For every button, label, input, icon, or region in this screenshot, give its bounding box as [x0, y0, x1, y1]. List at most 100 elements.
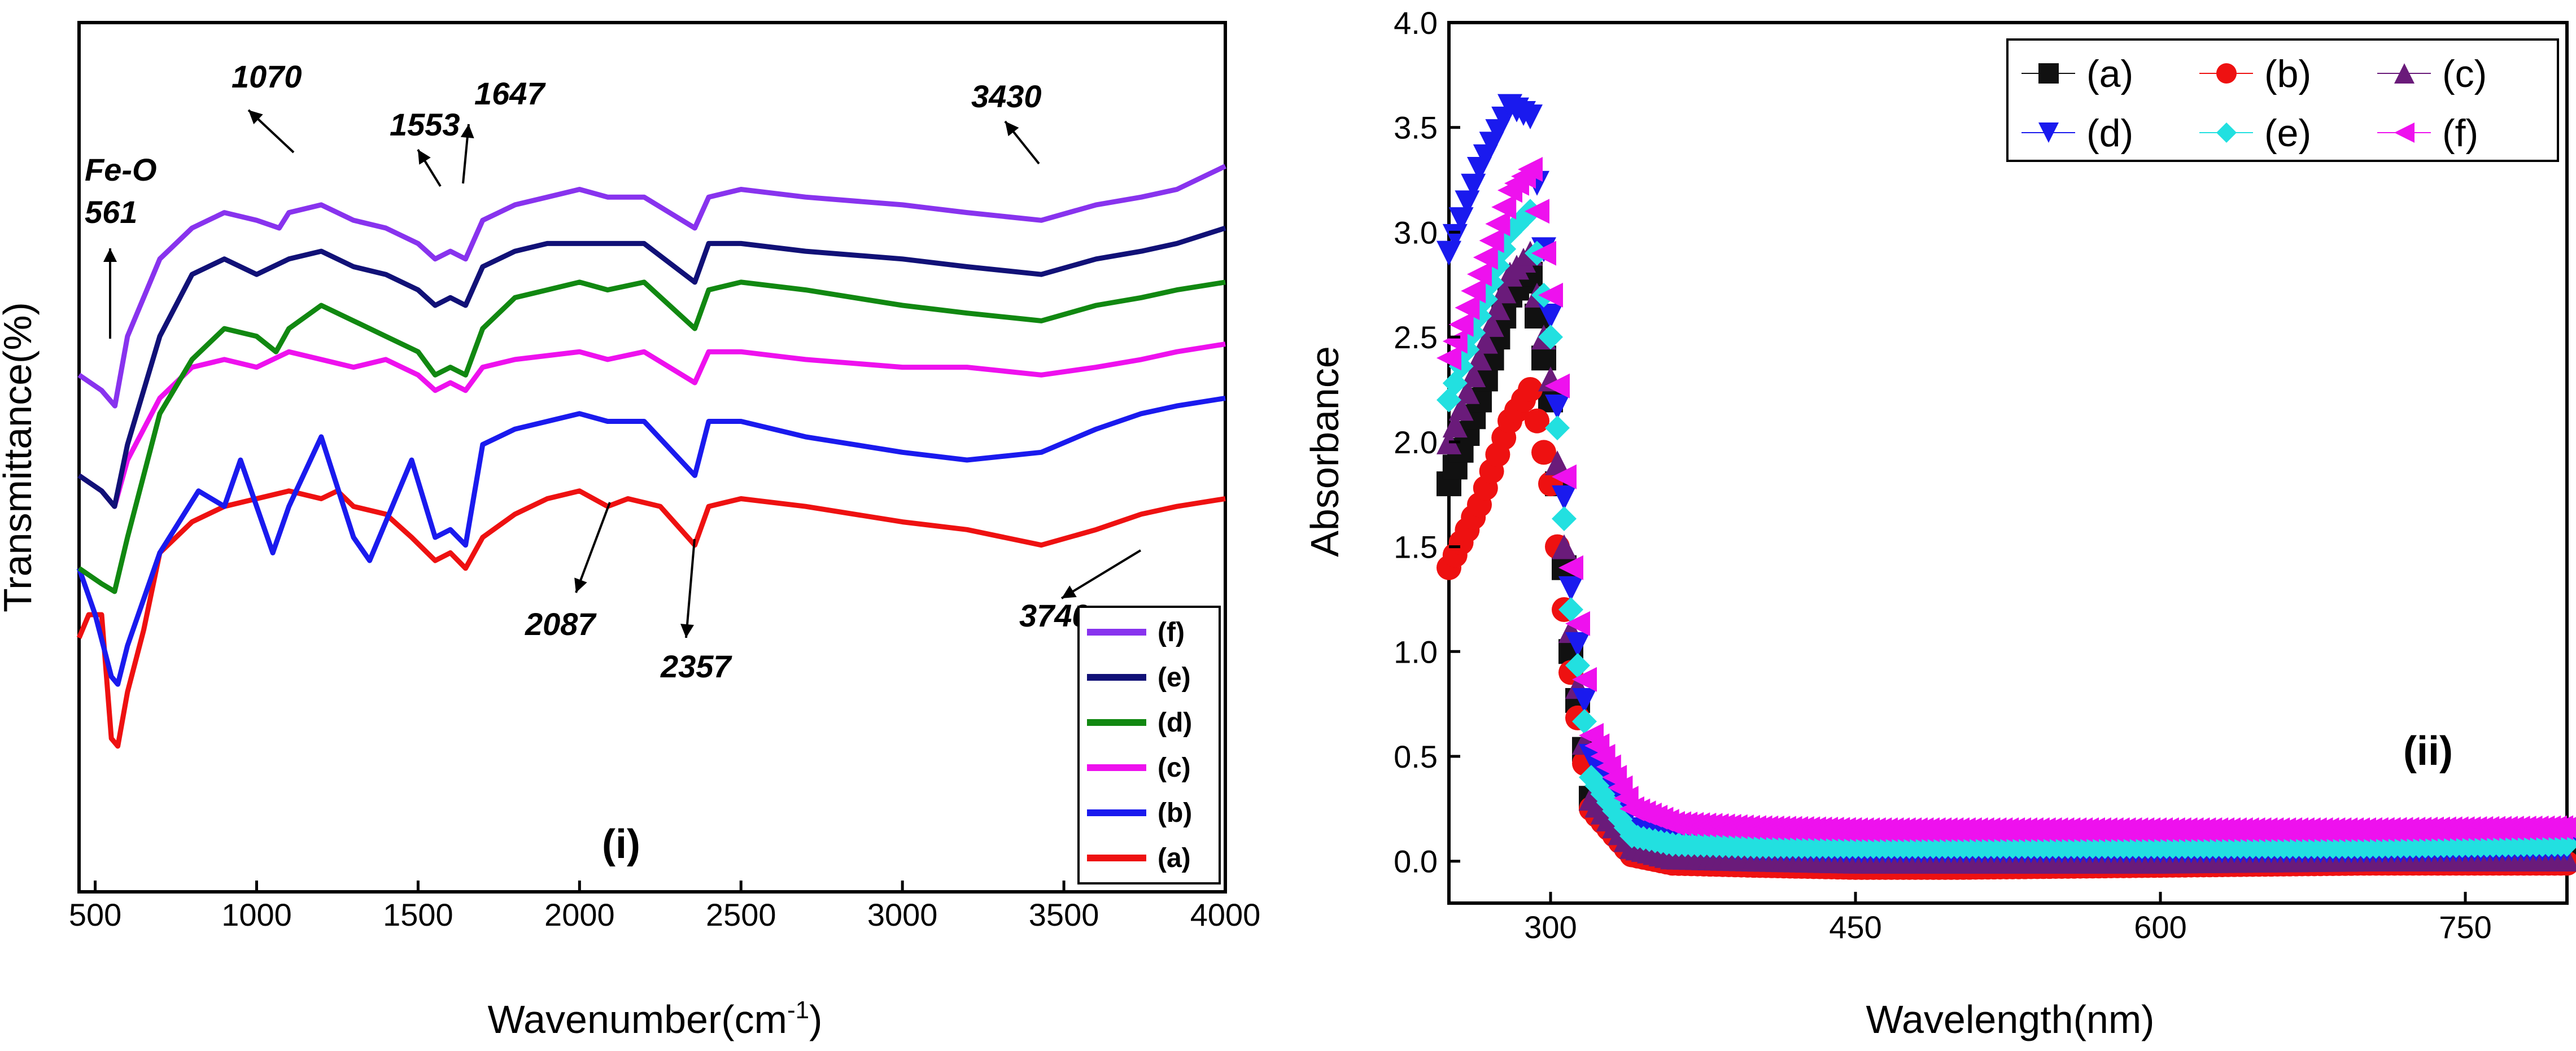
ftir-series-line-c — [77, 341, 1226, 509]
uvvis-point — [1461, 278, 1486, 304]
uvvis-point — [1448, 312, 1474, 337]
uvvis-point — [1455, 295, 1480, 321]
uvvis-y-tick-label: 1.5 — [1394, 529, 1438, 565]
uvvis-y-tick-label: 3.0 — [1394, 214, 1438, 250]
ftir-series-group — [76, 164, 1226, 749]
uvvis-point — [1558, 597, 1583, 622]
ftir-annotation-label: 561 — [85, 194, 137, 230]
uvvis-point — [1467, 345, 1492, 371]
uvvis-point — [1518, 377, 1543, 402]
uvvis-point — [1485, 295, 1510, 321]
uvvis-point — [1558, 576, 1583, 601]
ftir-legend-label: (f) — [1158, 618, 1185, 647]
uvvis-point — [1455, 379, 1480, 404]
ftir-annotation-arrow — [575, 502, 611, 593]
ftir-legend-label: (b) — [1158, 798, 1192, 828]
uvvis-legend-label: (e) — [2264, 112, 2311, 155]
uvvis-x-tick-label: 750 — [2439, 909, 2491, 945]
uvvis-series-f — [1437, 157, 2576, 842]
uvvis-legend-label: (c) — [2442, 52, 2487, 95]
uvvis-point — [2555, 847, 2576, 872]
ftir-x-ticks: 500 1000 1500 2000 2500 3000 3500 4000 — [69, 881, 1260, 932]
ftir-panel-label: (i) — [602, 822, 640, 867]
ftir-plot-frame — [77, 21, 1227, 894]
ftir-x-tick-label: 2000 — [544, 897, 615, 932]
ftir-annotation-arrow — [1060, 549, 1142, 599]
uvvis-legend-marker — [2038, 63, 2059, 84]
uvvis-point — [1538, 325, 1563, 350]
ftir-legend: (f) (e) (d) (c) (b) (a) — [1077, 606, 1221, 884]
uvvis-point — [1545, 373, 1570, 398]
uvvis-y-tick-label: 4.0 — [1394, 5, 1438, 41]
uvvis-point — [1467, 261, 1492, 287]
ftir-x-tick-label: 3500 — [1029, 897, 1099, 932]
uvvis-panel: 300 450 600 750 0.0 0.5 1.0 1.5 2.0 2.5 3.0 3.5 4.0… — [1303, 5, 2576, 1041]
ftir-x-axis-title-main: Wavenumber(cm — [488, 997, 787, 1041]
ftir-annotation-arrowhead — [103, 248, 117, 262]
ftir-annotation-label: 1070 — [232, 59, 302, 94]
uvvis-y-ticks: 0.0 0.5 1.0 1.5 2.0 2.5 3.0 3.5 4.0 — [1394, 5, 1460, 879]
uvvis-y-tick-label: 0.0 — [1394, 844, 1438, 879]
uvvis-legend-marker — [2216, 122, 2237, 143]
ftir-series-line-e — [77, 225, 1226, 509]
uvvis-point — [1525, 408, 1549, 433]
ftir-series-line-d — [77, 279, 1226, 594]
uvvis-point — [1518, 104, 1543, 130]
uvvis-x-ticks: 300 450 600 750 — [1524, 892, 2492, 945]
uvvis-point — [1473, 329, 1498, 354]
uvvis-point — [1545, 415, 1570, 441]
uvvis-point — [1525, 199, 1549, 224]
uvvis-point — [1531, 440, 1556, 465]
ftir-legend-box — [1077, 606, 1221, 884]
uvvis-x-tick-label: 450 — [1829, 909, 1881, 945]
uvvis-legend-marker — [2216, 63, 2237, 84]
uvvis-legend-box — [2006, 38, 2559, 162]
uvvis-point — [1491, 278, 1517, 304]
uvvis-y-axis-title: Absorbance — [1303, 346, 1347, 557]
ftir-series-line-b — [76, 395, 1226, 687]
ftir-annotation-arrowhead — [680, 624, 695, 638]
uvvis-legend-marker — [2038, 122, 2059, 143]
uvvis-legend-label: (d) — [2086, 112, 2133, 155]
ftir-series-line-a — [76, 488, 1226, 749]
uvvis-point — [1572, 709, 1597, 734]
uvvis-point — [1572, 667, 1597, 692]
uvvis-point — [1545, 394, 1570, 419]
uvvis-point — [1565, 611, 1590, 636]
ftir-x-tick-label: 2500 — [706, 897, 776, 932]
uvvis-legend-label: (a) — [2086, 52, 2133, 95]
uvvis-point — [1565, 632, 1590, 657]
ftir-annotation-label: 1553 — [390, 107, 460, 142]
uvvis-point — [1485, 211, 1510, 237]
uvvis-point — [1552, 464, 1577, 489]
uvvis-legend-label: (f) — [2442, 112, 2478, 155]
ftir-annotation-arrowhead — [460, 124, 474, 139]
ftir-annotation-label: Fe-O — [85, 152, 157, 187]
uvvis-point — [1531, 345, 1556, 371]
uvvis-point — [1448, 396, 1474, 421]
ftir-x-tick-label: 500 — [69, 897, 121, 932]
ftir-x-tick-label: 1500 — [383, 897, 453, 932]
ftir-annotation-label: 3430 — [971, 78, 1042, 114]
uvvis-point — [1491, 194, 1517, 220]
uvvis-y-tick-label: 2.0 — [1394, 424, 1438, 460]
ftir-annotation-arrowhead — [1005, 121, 1019, 137]
uvvis-point — [1552, 534, 1577, 559]
ftir-annotation-arrowhead — [1062, 585, 1077, 598]
ftir-annotation-label: 2087 — [525, 606, 597, 642]
ftir-x-axis-title: Wavenumber(cm-1) — [488, 996, 823, 1041]
uvvis-point — [1572, 687, 1597, 713]
uvvis-point — [1552, 506, 1577, 532]
uvvis-point — [1538, 304, 1563, 329]
uvvis-legend: (a) (b) (c) (d) (e) (f) — [2006, 38, 2559, 162]
ftir-x-axis-title-close: ) — [809, 997, 822, 1041]
uvvis-y-tick-label: 3.5 — [1394, 110, 1438, 146]
ftir-x-tick-label: 1000 — [221, 897, 292, 932]
uvvis-point — [1558, 555, 1583, 580]
ftir-x-tick-label: 4000 — [1190, 897, 1261, 932]
uvvis-point — [1473, 245, 1498, 270]
uvvis-point — [1442, 329, 1468, 354]
ftir-annotation-arrowhead — [248, 110, 263, 125]
ftir-y-axis-title: Transmittance(%) — [0, 302, 40, 612]
